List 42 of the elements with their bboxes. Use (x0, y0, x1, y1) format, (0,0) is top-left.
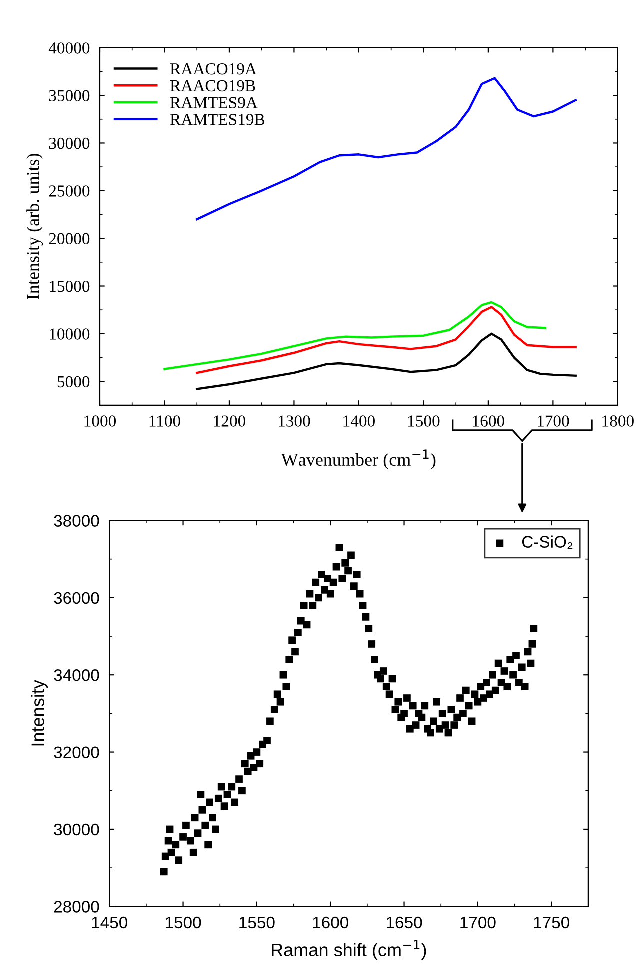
x-tick-label: 1550 (240, 916, 275, 929)
y-tick-label: 36000 (54, 592, 100, 604)
legend-label: RAACO19B (170, 80, 256, 92)
x-tick-label: 1000 (84, 416, 116, 427)
legend-label: RAACO19A (170, 64, 257, 75)
x-tick-label: 1200 (214, 416, 246, 427)
x-tick-label: 1500 (166, 916, 202, 929)
y-tick-label: 38000 (54, 515, 100, 527)
legend-label: RAMTES9A (170, 97, 258, 108)
y-tick-label: 25000 (49, 186, 90, 197)
y-tick-label: 20000 (49, 233, 90, 245)
y-tick-label: 10000 (50, 328, 90, 340)
y-tick-label: 35000 (49, 90, 90, 102)
x-tick-label: 1600 (473, 416, 504, 427)
y-tick-label: 5000 (58, 376, 90, 388)
y-tick-label: 15000 (50, 280, 90, 292)
x-tick-label: 1600 (313, 916, 348, 929)
x-tick-label: 1300 (279, 416, 310, 427)
y-axis-title: Intensity (arb. units) (26, 154, 44, 300)
y-tick-label: 40000 (48, 42, 90, 54)
line-series (164, 301, 547, 370)
line-series (196, 332, 577, 390)
y-axis-title: Intensity (31, 680, 48, 746)
x-tick-label: 1700 (460, 916, 496, 929)
y-tick-label: 32000 (54, 746, 100, 758)
y-tick-label: 28000 (54, 901, 100, 913)
y-tick-label: 34000 (54, 670, 100, 682)
y-tick-label: 30000 (54, 824, 100, 836)
x-tick-label: 1100 (150, 416, 180, 427)
x-tick-label: 1400 (344, 416, 375, 427)
x-tick-label: 1700 (538, 416, 570, 427)
x-axis-title: Raman shift (cm$^{−1}$) (272, 940, 426, 960)
x-axis-title: Wavenumber (cm$^{−1}$) (281, 450, 436, 470)
x-tick-label: 1800 (602, 416, 634, 427)
x-tick-label: 1500 (408, 416, 440, 427)
legend-label: RAMTES19B (170, 114, 265, 126)
x-tick-label: 1750 (534, 916, 570, 929)
y-tick-label: 30000 (49, 138, 90, 150)
x-tick-label: 1450 (92, 916, 128, 929)
x-tick-label: 1650 (387, 916, 422, 929)
line-series (196, 306, 577, 374)
legend-label: C-SiO₂ (522, 536, 573, 550)
